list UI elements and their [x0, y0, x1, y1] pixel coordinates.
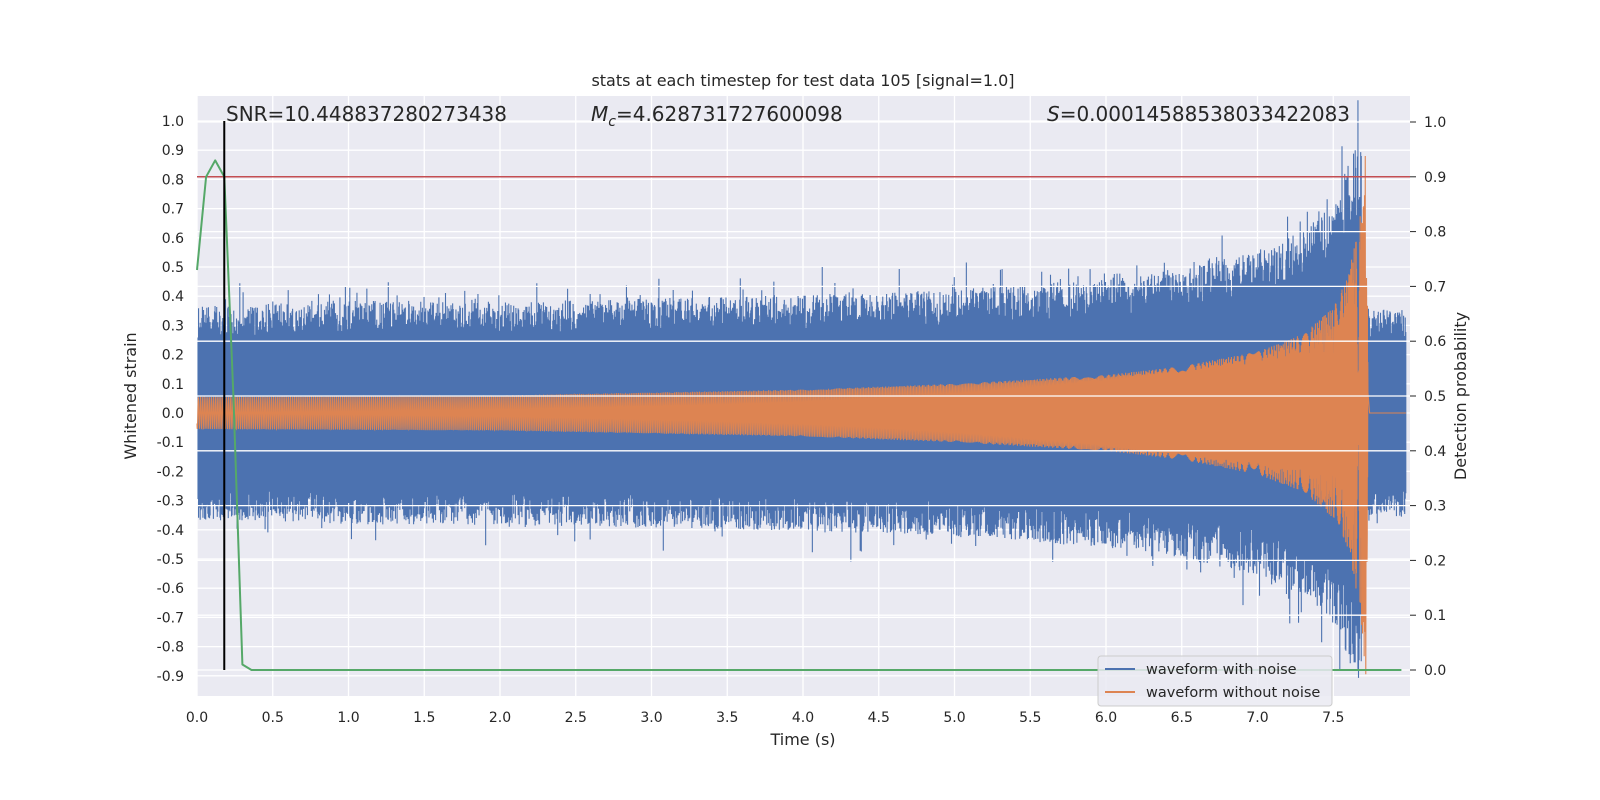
- y-tick-label: 0.0: [162, 406, 184, 422]
- y-tick-label: -0.5: [157, 552, 184, 568]
- x-tick-label: 7.5: [1322, 710, 1344, 726]
- legend-label-noise: waveform with noise: [1146, 662, 1297, 678]
- y2-tick-label: 0.4: [1424, 444, 1446, 460]
- y2-tick-label: 0.2: [1424, 553, 1446, 569]
- y2-tick-label: 1.0: [1424, 115, 1446, 131]
- y2-tick-label: 0.0: [1424, 663, 1446, 679]
- y-tick-label: -0.4: [157, 523, 184, 539]
- x-tick-label: 6.0: [1095, 710, 1117, 726]
- x-tick-label: 7.0: [1246, 710, 1268, 726]
- y-tick-label: 0.2: [162, 348, 184, 364]
- y-axis-label: Whitened strain: [121, 332, 140, 459]
- y-tick-label: 0.6: [162, 231, 184, 247]
- y-tick-label: -0.6: [157, 581, 184, 597]
- y-tick-label: -0.1: [157, 435, 184, 451]
- x-tick-label: 0.0: [186, 710, 208, 726]
- y2-tick-label: 0.3: [1424, 499, 1446, 515]
- x-tick-label: 3.5: [716, 710, 738, 726]
- y-tick-label: 0.7: [162, 202, 184, 218]
- legend-label-clean: waveform without noise: [1146, 685, 1320, 701]
- y-tick-label: 0.1: [162, 377, 184, 393]
- chirp-mass-subscript: c: [608, 114, 616, 130]
- legend-box: [1097, 655, 1333, 707]
- snr-annotation: SNR=10.448837280273438: [226, 102, 507, 126]
- y2-tick-label: 0.6: [1424, 334, 1446, 350]
- x-tick-label: 2.0: [489, 710, 511, 726]
- y-tick-label: -0.8: [157, 640, 184, 656]
- y2-tick-label: 0.8: [1424, 225, 1446, 241]
- y-tick-label: 0.4: [162, 289, 184, 305]
- y-tick-label: -0.2: [157, 464, 184, 480]
- chirp-mass-value: =4.628731727600098: [616, 102, 843, 126]
- x-tick-label: 5.0: [943, 710, 965, 726]
- x-tick-label: 1.0: [337, 710, 359, 726]
- legend: waveform with noise waveform without noi…: [1097, 655, 1333, 707]
- overlay-layer: [196, 121, 1410, 671]
- chirp-mass-annotation: Mc=4.628731727600098: [591, 102, 843, 130]
- x-tick-label: 6.5: [1171, 710, 1193, 726]
- series-waveform-without-noise: [196, 155, 1406, 675]
- x-tick-label: 1.5: [413, 710, 435, 726]
- chirp-mass-symbol: M: [591, 102, 608, 126]
- s-annotation: S=0.00014588538033422083: [1047, 102, 1350, 126]
- x-tick-label: 3.0: [640, 710, 662, 726]
- y2-tick-label: 0.5: [1424, 389, 1446, 405]
- x-tick-label: 5.5: [1019, 710, 1041, 726]
- s-symbol: S: [1047, 102, 1060, 126]
- y2-tick-label: 0.9: [1424, 170, 1446, 186]
- y2-axis-label: Detection probability: [1451, 312, 1470, 480]
- x-tick-label: 4.0: [792, 710, 814, 726]
- y2-tick-label: 0.1: [1424, 608, 1446, 624]
- y-tick-label: 0.8: [162, 172, 184, 188]
- y-tick-label: 1.0: [162, 114, 184, 130]
- y-tick-label: 0.3: [162, 318, 184, 334]
- y-tick-label: -0.7: [157, 610, 184, 626]
- x-tick-label: 4.5: [868, 710, 890, 726]
- y-tick-label: -0.3: [157, 494, 184, 510]
- series-detection-probability: [196, 159, 1402, 671]
- x-tick-label: 0.5: [262, 710, 284, 726]
- x-axis-label: Time (s): [769, 730, 835, 749]
- y2-tick-label: 0.7: [1424, 279, 1446, 295]
- x-tick-label: 2.5: [565, 710, 587, 726]
- y-tick-label: 0.5: [162, 260, 184, 276]
- ticks: 0.0 0.5 1.0 1.5 2.0 2.5 3.0 3.5 4.0 4.5 5.0 5.5 6.0 6…: [157, 114, 1447, 726]
- chart-title: stats at each timestep for test data 105…: [591, 71, 1014, 90]
- series-layer: [196, 100, 1407, 678]
- y-tick-label: 0.9: [162, 143, 184, 159]
- y-tick-label: -0.9: [157, 669, 184, 685]
- s-value: =0.00014588538033422083: [1060, 102, 1350, 126]
